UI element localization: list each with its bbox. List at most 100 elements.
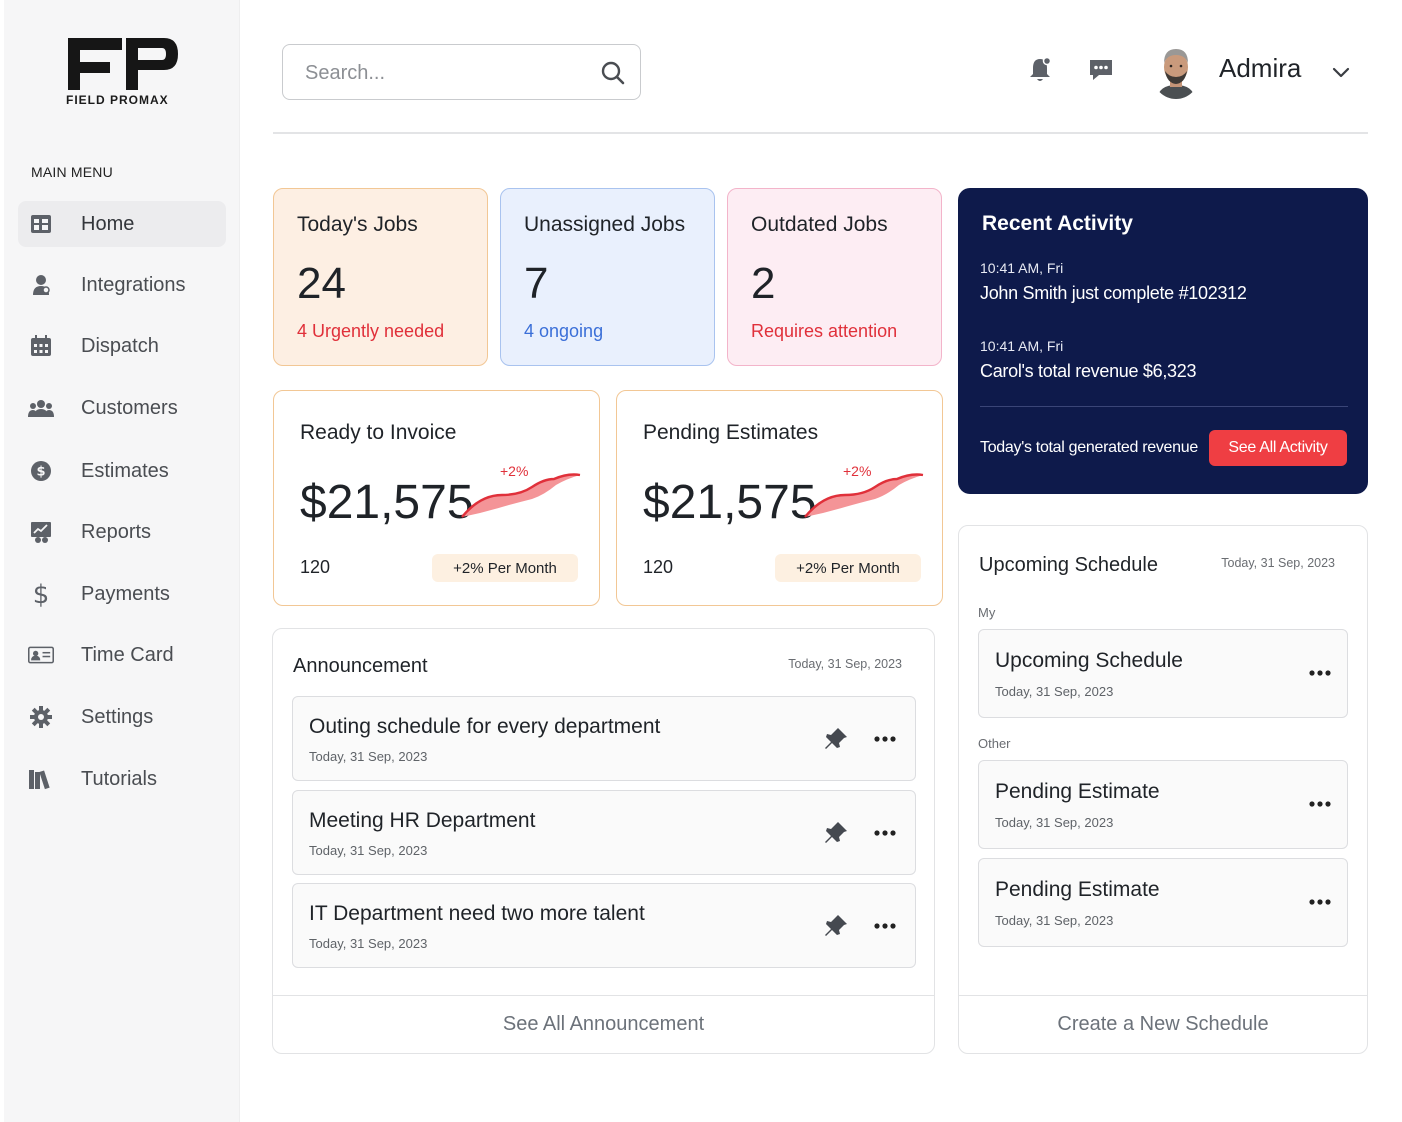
card-count: 120 [300,557,331,577]
announcement-item-title: Meeting HR Department [309,809,536,832]
announcement-item-date: Today, 31 Sep, 2023 [309,749,428,764]
chevron-down-icon[interactable] [1330,61,1352,83]
card-amount: $21,575 [300,476,474,529]
announcement-title: Announcement [293,655,428,677]
more-options-icon[interactable] [1308,800,1332,808]
logo-text: FIELD PROMAX [66,93,169,107]
sidebar-item-integrations[interactable]: Integrations [18,262,226,308]
announcement-item-title: IT Department need two more talent [309,902,645,925]
announcement-item-title: Outing schedule for every department [309,715,661,738]
schedule-item-title: Pending Estimate [995,780,1160,803]
total-revenue-label: Today's total generated revenue [980,439,1198,456]
announcement-panel: Announcement Today, 31 Sep, 2023 Outing … [272,628,935,1054]
trend-sparkline [804,473,924,518]
stat-title: Outdated Jobs [751,213,888,236]
stat-value: 24 [297,259,346,308]
bell-icon[interactable] [1026,56,1054,84]
search-input[interactable] [305,59,585,87]
chat-icon[interactable] [1087,56,1115,84]
sidebar-item-label: Dispatch [81,334,159,357]
svg-text:$: $ [36,465,45,480]
schedule-item[interactable]: Pending Estimate Today, 31 Sep, 2023 [978,858,1348,947]
sidebar-item-label: Time Card [81,643,174,666]
field-promax-logo [68,38,178,90]
more-options-icon[interactable] [873,922,897,930]
see-all-activity-button[interactable]: See All Activity [1209,430,1347,466]
schedule-item[interactable]: Upcoming Schedule Today, 31 Sep, 2023 [978,629,1348,718]
sidebar-item-label: Home [81,212,135,235]
sidebar-item-time-card[interactable]: Time Card [18,632,226,678]
schedule-title: Upcoming Schedule [979,554,1158,576]
header-divider [273,132,1368,134]
more-options-icon[interactable] [1308,669,1332,677]
announcement-item-date: Today, 31 Sep, 2023 [309,936,428,951]
sidebar-item-payments[interactable]: $ Payments [18,571,226,617]
sidebar-item-tutorials[interactable]: Tutorials [18,756,226,802]
schedule-item[interactable]: Pending Estimate Today, 31 Sep, 2023 [978,760,1348,849]
schedule-date: Today, 31 Sep, 2023 [1221,556,1335,570]
sidebar-item-reports[interactable]: Reports [18,509,226,555]
id-card-icon [28,642,54,668]
reports-icon [28,519,54,545]
sidebar-item-customers[interactable]: Customers [18,385,226,431]
user-icon [28,272,54,298]
card-count: 120 [643,557,674,577]
stat-title: Unassigned Jobs [524,213,686,236]
schedule-item-date: Today, 31 Sep, 2023 [995,913,1114,928]
schedule-item-date: Today, 31 Sep, 2023 [995,684,1114,699]
sidebar-item-label: Settings [81,705,154,728]
search-icon[interactable] [600,60,626,86]
announcement-item[interactable]: Outing schedule for every department Tod… [292,696,916,781]
card-rate-pill: +2% Per Month [775,554,921,582]
announcement-item[interactable]: Meeting HR Department Today, 31 Sep, 202… [292,790,916,875]
card-change: +2% [843,463,872,479]
home-icon [28,211,54,237]
card-title: Ready to Invoice [300,421,457,444]
announcement-item[interactable]: IT Department need two more talent Today… [292,883,916,968]
calendar-icon [28,333,54,359]
stat-card-outdated-jobs[interactable]: Outdated Jobs 2 Requires attention [727,188,942,366]
announcement-item-date: Today, 31 Sep, 2023 [309,843,428,858]
sidebar: FIELD PROMAX MAIN MENU Home Integrations… [4,0,240,1122]
more-options-icon[interactable] [1308,898,1332,906]
stat-title: Today's Jobs [297,213,418,236]
activity-divider [980,406,1348,407]
recent-activity-panel: Recent Activity 10:41 AM, Fri John Smith… [958,188,1368,494]
books-icon [28,766,54,792]
user-name[interactable]: Admira [1219,53,1302,83]
pin-icon[interactable] [823,726,849,752]
sidebar-item-estimates[interactable]: $ Estimates [18,448,226,494]
stat-subtext: 4 ongoing [524,321,604,341]
sidebar-item-settings[interactable]: Settings [18,694,226,740]
sidebar-item-label: Customers [81,396,178,419]
see-all-announcement-button[interactable]: See All Announcement [273,995,934,1053]
trend-sparkline [461,473,581,518]
stat-card-todays-jobs[interactable]: Today's Jobs 24 4 Urgently needed [273,188,488,366]
stat-subtext: 4 Urgently needed [297,321,445,341]
card-pending-estimates[interactable]: Pending Estimates $21,575 +2% 120 +2% Pe… [616,390,943,606]
stat-card-unassigned-jobs[interactable]: Unassigned Jobs 7 4 ongoing [500,188,715,366]
avatar[interactable] [1153,43,1199,99]
customers-icon [28,395,54,421]
more-options-icon[interactable] [873,829,897,837]
pin-icon[interactable] [823,820,849,846]
sidebar-item-home[interactable]: Home [18,201,226,247]
activity-message: John Smith just complete #102312 [980,283,1247,303]
stat-value: 2 [751,259,776,308]
more-options-icon[interactable] [873,735,897,743]
pin-icon[interactable] [823,913,849,939]
schedule-my-label: My [978,605,996,620]
card-rate-pill: +2% Per Month [432,554,578,582]
card-title: Pending Estimates [643,421,819,444]
card-ready-to-invoice[interactable]: Ready to Invoice $21,575 +2% 120 +2% Per… [273,390,600,606]
create-new-schedule-button[interactable]: Create a New Schedule [959,995,1367,1053]
activity-time: 10:41 AM, Fri [980,260,1064,276]
gear-icon [28,704,54,730]
sidebar-item-label: Reports [81,520,152,543]
announcement-date: Today, 31 Sep, 2023 [788,657,902,671]
sidebar-item-dispatch[interactable]: Dispatch [18,323,226,369]
schedule-panel: Upcoming Schedule Today, 31 Sep, 2023 My… [958,525,1368,1054]
search-box [282,44,641,100]
card-change: +2% [500,463,529,479]
schedule-item-title: Pending Estimate [995,878,1160,901]
